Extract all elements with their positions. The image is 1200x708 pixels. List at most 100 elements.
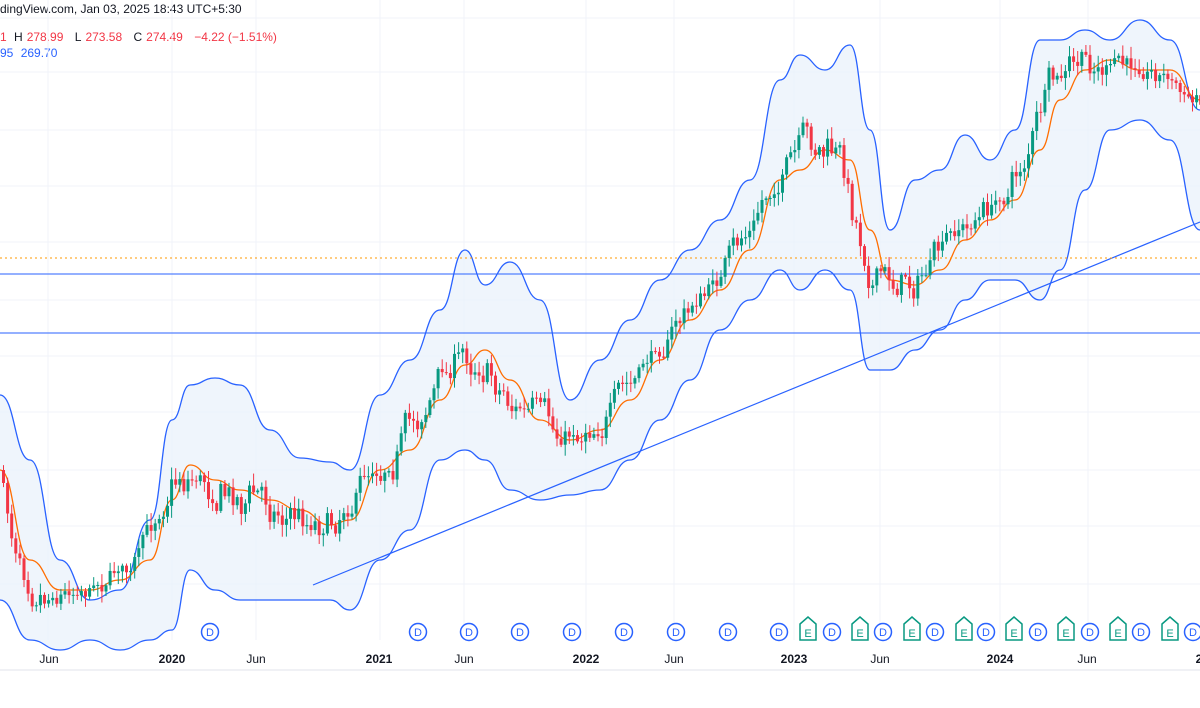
dividend-badge[interactable]: D [769, 622, 789, 642]
candle-body [727, 245, 731, 259]
svg-text:D: D [724, 627, 732, 639]
close-readout: C 274.49 [133, 30, 183, 44]
earnings-badge[interactable]: E [1109, 616, 1127, 641]
candle-body [268, 504, 272, 522]
candle-body [908, 276, 912, 289]
svg-text:D: D [465, 627, 473, 639]
candle-body [489, 363, 493, 376]
candle-body [1182, 92, 1186, 95]
candle-body [1076, 61, 1080, 66]
candle-body [973, 220, 977, 229]
dividend-badge[interactable]: D [1080, 622, 1100, 642]
dividend-badge[interactable]: D [1028, 622, 1048, 642]
candle-body [461, 348, 465, 353]
candle-body [686, 308, 690, 313]
svg-text:E: E [908, 628, 915, 640]
dividend-badge[interactable]: D [822, 622, 842, 642]
earnings-badge[interactable]: E [851, 616, 869, 641]
candle-body [325, 513, 329, 534]
dividend-badge[interactable]: D [666, 622, 686, 642]
earnings-badge[interactable]: E [1057, 616, 1075, 641]
earnings-badge[interactable]: E [1161, 616, 1179, 641]
candle-body [621, 382, 625, 385]
dividend-badge[interactable]: D [562, 622, 582, 642]
candle-body [854, 220, 858, 223]
candle-body [313, 521, 317, 531]
candle-body [981, 202, 985, 218]
candle-body [416, 420, 420, 430]
dividend-badge[interactable]: D [614, 622, 634, 642]
candle-body [1137, 69, 1141, 75]
candle-body [420, 422, 424, 430]
earnings-badge[interactable]: E [903, 616, 921, 641]
bollinger-upper-line [0, 19, 1200, 601]
candle-body [1043, 89, 1047, 113]
candle-body [1051, 67, 1055, 80]
candle-body [563, 431, 567, 445]
earnings-badge[interactable]: E [799, 616, 817, 641]
candle-body [502, 390, 506, 392]
candle-body [637, 367, 641, 379]
candle-body [186, 479, 190, 492]
candle-body [633, 378, 637, 384]
dividend-badge[interactable]: D [459, 622, 479, 642]
candles [2, 44, 1200, 613]
candle-body [891, 280, 895, 289]
candle-body [760, 200, 764, 213]
candle-body [694, 305, 698, 307]
candle-body [797, 135, 801, 151]
candle-body [284, 518, 288, 525]
candle-body [1133, 68, 1137, 70]
candle-body [1150, 69, 1153, 72]
candle-body [863, 246, 866, 266]
candle-body [592, 434, 596, 438]
candle-body [809, 126, 813, 150]
earnings-badge[interactable]: E [1005, 616, 1023, 641]
candle-body [485, 363, 489, 383]
candle-body [1170, 79, 1174, 81]
candle-body [465, 348, 469, 364]
dividend-badge[interactable]: D [976, 622, 996, 642]
dividend-badge[interactable]: D [200, 622, 220, 642]
candle-body [666, 339, 670, 358]
candle-body [239, 497, 243, 514]
candle-body [264, 486, 268, 505]
dividend-badge[interactable]: D [408, 622, 428, 642]
dividend-badge[interactable]: D [925, 622, 945, 642]
candle-body [92, 585, 96, 589]
candle-body [756, 212, 760, 221]
candle-body [260, 486, 264, 491]
candle-body [699, 293, 702, 307]
time-axis[interactable]: Jun 2020 Jun 2021 Jun 2022 Jun 2023 Jun 2024 Jun 2 [39, 652, 1200, 666]
dividend-badge[interactable]: D [1183, 622, 1200, 642]
candle-body [1121, 55, 1125, 65]
dividend-badge[interactable]: D [718, 622, 738, 642]
trendline[interactable] [312, 221, 1200, 586]
candle-body [719, 276, 723, 286]
candle-body [1018, 171, 1022, 177]
candle-body [43, 594, 46, 604]
candle-body [1186, 94, 1190, 97]
candle-body [596, 434, 600, 437]
candle-body [1068, 56, 1071, 72]
candle-body [965, 224, 969, 229]
candle-body [600, 436, 604, 439]
horizontal-lines[interactable] [0, 273, 1200, 334]
dividend-badge[interactable]: D [873, 622, 893, 642]
candle-body [530, 397, 534, 409]
dividend-badge[interactable]: D [1131, 622, 1151, 642]
svg-text:D: D [1137, 627, 1145, 639]
earnings-badge[interactable]: E [955, 616, 973, 641]
candle-body [96, 584, 100, 586]
svg-text:D: D [516, 627, 524, 639]
dividend-badge[interactable]: D [510, 622, 530, 642]
candle-body [1174, 80, 1178, 83]
bollinger-basis-line [0, 59, 1200, 591]
candle-body [498, 390, 502, 395]
candle-body [822, 147, 825, 157]
time-axis-tick-label: 2 [1196, 652, 1200, 666]
candle-body [584, 432, 588, 442]
candle-body [953, 231, 957, 237]
